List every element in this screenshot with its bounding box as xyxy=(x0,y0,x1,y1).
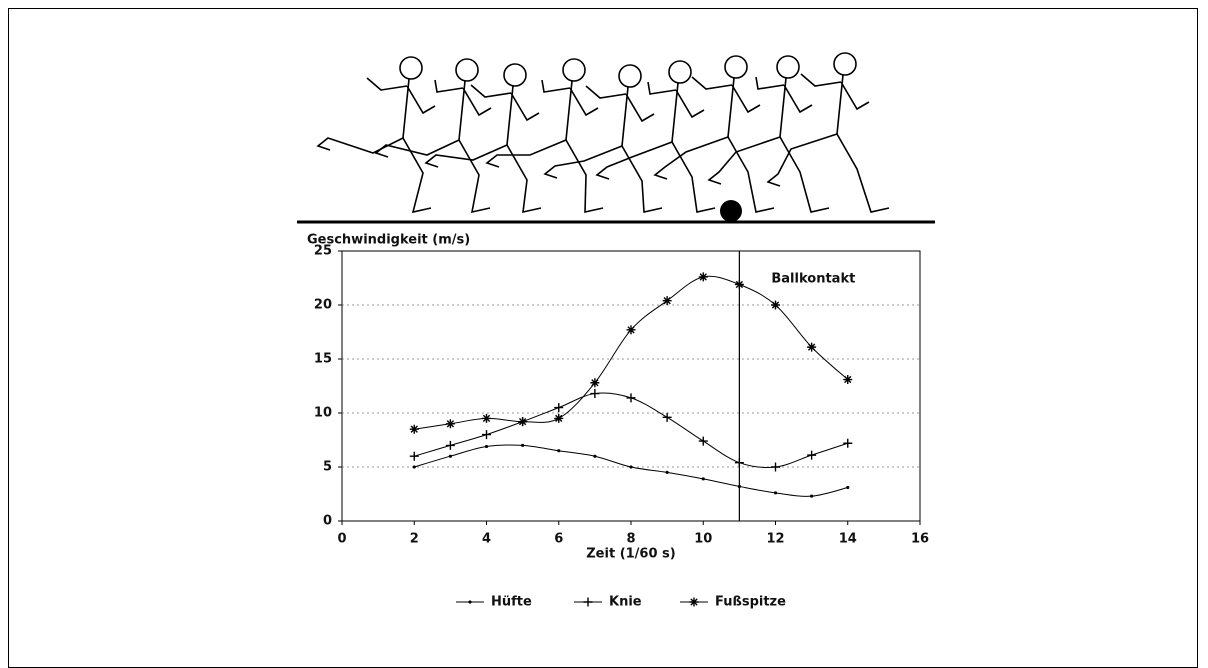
data-point xyxy=(843,375,853,385)
data-point xyxy=(807,342,817,352)
data-point xyxy=(590,389,600,399)
y-tick-label: 5 xyxy=(323,460,332,475)
plot-frame xyxy=(341,250,921,522)
data-point xyxy=(412,465,416,469)
data-point xyxy=(698,272,708,282)
series-line xyxy=(414,444,848,497)
data-point xyxy=(662,296,672,306)
data-point xyxy=(593,454,597,458)
data-point xyxy=(734,458,744,468)
figure-head xyxy=(399,56,423,80)
data-point xyxy=(626,393,636,403)
data-point xyxy=(485,444,488,448)
data-point xyxy=(626,325,636,335)
figure-head xyxy=(455,58,479,82)
legend-marker xyxy=(583,597,593,607)
y-tick-label: 10 xyxy=(314,406,332,421)
figure-body xyxy=(541,79,599,141)
data-point xyxy=(554,413,564,423)
data-point xyxy=(737,484,741,488)
data-point xyxy=(629,465,633,469)
legend-label: Knie xyxy=(609,595,642,610)
figure-body xyxy=(585,85,655,147)
y-tick-label: 20 xyxy=(314,298,332,313)
figure-head xyxy=(724,55,748,79)
x-tick-label: 2 xyxy=(410,532,419,547)
figure-head xyxy=(503,63,527,87)
figure-leg xyxy=(485,139,604,214)
x-axis-label: Zeit (1/60 s) xyxy=(586,547,675,562)
series-line xyxy=(414,275,849,430)
figure-leg xyxy=(766,133,890,213)
x-tick-label: 4 xyxy=(482,532,491,547)
page: Geschwindigkeit (m/s) Zeit (1/60 s) 0 5 10… xyxy=(8,8,1198,668)
figure-body xyxy=(800,73,870,135)
figure-body xyxy=(434,79,492,141)
figure-body xyxy=(470,84,540,146)
data-point xyxy=(409,451,419,461)
data-point xyxy=(771,462,780,472)
legend-marker xyxy=(689,597,699,607)
x-tick-label: 10 xyxy=(694,532,712,547)
data-point xyxy=(701,477,705,481)
data-point xyxy=(557,449,561,453)
figure-leg xyxy=(707,136,830,213)
x-tick-label: 6 xyxy=(554,532,563,547)
data-point xyxy=(409,424,419,434)
figure-leg xyxy=(595,141,716,213)
data-point xyxy=(698,436,708,446)
data-point xyxy=(810,494,814,498)
data-point xyxy=(482,430,491,440)
figure-body xyxy=(691,76,761,138)
figure-head xyxy=(668,60,692,84)
data-point xyxy=(771,300,780,310)
data-point xyxy=(445,419,455,429)
chart: Geschwindigkeit (m/s) Zeit (1/60 s) 0 5 10… xyxy=(297,52,935,610)
data-point xyxy=(665,470,669,474)
legend-label: Hüfte xyxy=(491,595,532,610)
x-tick-label: 14 xyxy=(839,532,857,547)
data-point xyxy=(774,491,777,495)
figure-leg xyxy=(374,139,491,214)
data-point xyxy=(662,412,672,422)
data-point xyxy=(445,440,455,450)
figure-head xyxy=(562,58,586,82)
data-point xyxy=(521,443,525,447)
figure-head xyxy=(618,64,642,88)
data-point xyxy=(846,486,850,490)
data-point xyxy=(590,378,600,388)
figure-body xyxy=(755,76,813,138)
y-tick-label: 0 xyxy=(323,514,332,529)
x-tick-label: 0 xyxy=(337,532,346,547)
data-point xyxy=(482,413,491,423)
legend-marker xyxy=(468,600,472,604)
figure-leg xyxy=(543,145,663,213)
data-point xyxy=(518,417,528,427)
x-tick-label: 16 xyxy=(911,532,929,547)
figure-head xyxy=(833,52,857,76)
data-point xyxy=(448,454,452,458)
annotation: Ballkontakt xyxy=(771,272,855,287)
data-point xyxy=(807,450,817,460)
stick-figures xyxy=(316,52,890,214)
data-point xyxy=(734,279,744,289)
data-point xyxy=(843,438,853,448)
series-line xyxy=(414,392,848,468)
data-point xyxy=(554,403,564,413)
ball xyxy=(720,200,742,222)
figure-leg xyxy=(653,136,775,213)
x-tick-label: 8 xyxy=(626,532,635,547)
y-tick-label: 25 xyxy=(314,244,332,259)
figure-body xyxy=(647,81,705,143)
y-axis-label: Geschwindigkeit (m/s) xyxy=(307,233,470,248)
figure-head xyxy=(776,55,800,79)
figure-leg xyxy=(316,137,432,214)
figure-body xyxy=(366,77,436,139)
figure-leg xyxy=(424,144,542,214)
y-tick-label: 15 xyxy=(314,352,332,367)
x-tick-label: 12 xyxy=(766,532,784,547)
legend-label: Fußspitze xyxy=(715,595,786,610)
